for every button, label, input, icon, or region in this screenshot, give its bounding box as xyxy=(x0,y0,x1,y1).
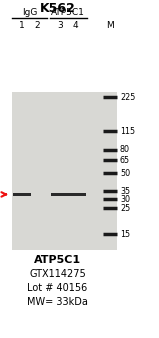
Text: ATP5C1: ATP5C1 xyxy=(34,255,81,265)
Text: 115: 115 xyxy=(120,127,135,136)
Text: 1: 1 xyxy=(19,21,25,30)
Text: 35: 35 xyxy=(120,187,130,196)
Text: ATP5C1: ATP5C1 xyxy=(51,8,84,17)
Bar xyxy=(51,193,69,196)
Text: Lot # 40156: Lot # 40156 xyxy=(27,283,88,293)
Text: 225: 225 xyxy=(120,93,135,102)
Text: 30: 30 xyxy=(120,195,130,204)
Text: 3: 3 xyxy=(57,21,63,30)
Text: 15: 15 xyxy=(120,230,130,239)
Text: K562: K562 xyxy=(40,2,75,15)
Text: M: M xyxy=(106,21,114,30)
Text: MW= 33kDa: MW= 33kDa xyxy=(27,297,88,307)
Text: IgG: IgG xyxy=(22,8,37,17)
Text: 2: 2 xyxy=(34,21,40,30)
Bar xyxy=(12,92,117,250)
Text: 65: 65 xyxy=(120,155,130,165)
Bar xyxy=(64,193,86,196)
Text: 25: 25 xyxy=(120,204,130,213)
Text: 80: 80 xyxy=(120,145,130,154)
Bar xyxy=(13,193,31,196)
Text: GTX114275: GTX114275 xyxy=(29,269,86,279)
Text: 4: 4 xyxy=(72,21,78,30)
Text: 50: 50 xyxy=(120,169,130,178)
